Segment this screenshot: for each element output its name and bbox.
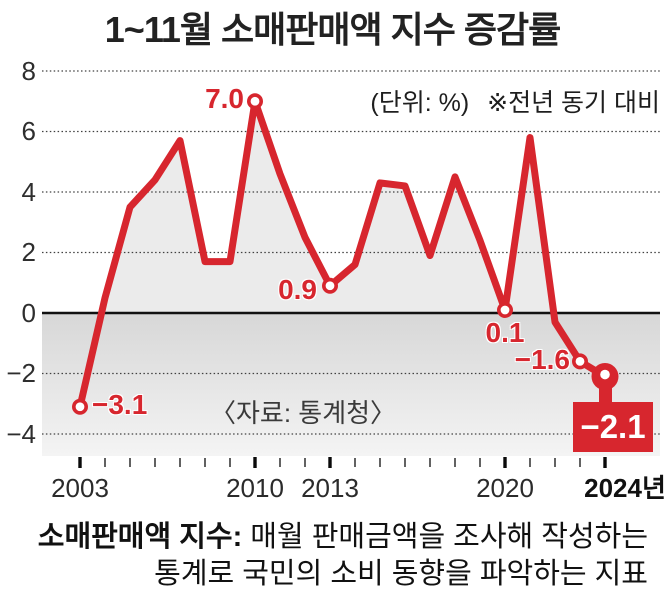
y-axis-label-2: 2 xyxy=(21,237,36,267)
footer-term: 소매판매액 지수: xyxy=(37,521,243,553)
point-marker-2003 xyxy=(72,398,89,415)
x-axis-label-2013: 2013 xyxy=(301,473,359,503)
point-marker-big-center xyxy=(600,369,610,380)
point-marker-2013 xyxy=(321,277,338,294)
footer-line-2: 통계로 국민의 소비 동향을 파악하는 지표 xyxy=(154,558,648,590)
x-axis-label-2003: 2003 xyxy=(51,473,109,503)
source-label: 〈자료: 통계청〉 xyxy=(210,398,397,428)
unit-annotation: (단위: %) ※전년 동기 대비 xyxy=(370,83,660,119)
footer-note: 소매판매액 지수: 매월 판매금액을 조사해 작성하는 통계로 국민의 소비 동… xyxy=(38,519,648,593)
unit-label: (단위: %) xyxy=(370,89,470,117)
comparison-note: ※전년 동기 대비 xyxy=(487,89,660,117)
x-axis-label-2020: 2020 xyxy=(476,473,534,503)
y-axis-label-m4: −4 xyxy=(6,419,36,449)
point-marker-2010 xyxy=(247,93,264,110)
point-label-2013: 0.9 xyxy=(278,274,317,305)
y-axis-label-8: 8 xyxy=(21,56,36,86)
footer-line-1: 소매판매액 지수: 매월 판매금액을 조사해 작성하는 xyxy=(38,519,648,556)
x-axis-label-2010: 2010 xyxy=(226,473,284,503)
y-axis-label-0: 0 xyxy=(21,298,36,328)
value-badge-2024: −2.1 xyxy=(573,402,653,452)
area-fill xyxy=(80,101,605,407)
y-axis-label-m2: −2 xyxy=(6,358,36,388)
footer-definition-start: 매월 판매금액을 조사해 작성하는 xyxy=(242,521,648,553)
point-marker-2023 xyxy=(571,353,588,370)
x-axis-label-2024: 2024년 xyxy=(584,473,665,503)
page-title: 1~11월 소매판매액 지수 증감률 xyxy=(104,9,561,50)
y-axis-label-6: 6 xyxy=(21,116,36,146)
y-axis-label-4: 4 xyxy=(21,177,36,207)
below-zero-band xyxy=(42,313,660,456)
line-series xyxy=(76,97,609,411)
point-label-2020: 0.1 xyxy=(485,317,525,348)
point-label-2023: −1.6 xyxy=(514,344,570,375)
point-label-2010: 7.0 xyxy=(205,83,244,114)
point-marker-2020 xyxy=(496,301,513,318)
point-label-2003: −3.1 xyxy=(92,389,148,420)
